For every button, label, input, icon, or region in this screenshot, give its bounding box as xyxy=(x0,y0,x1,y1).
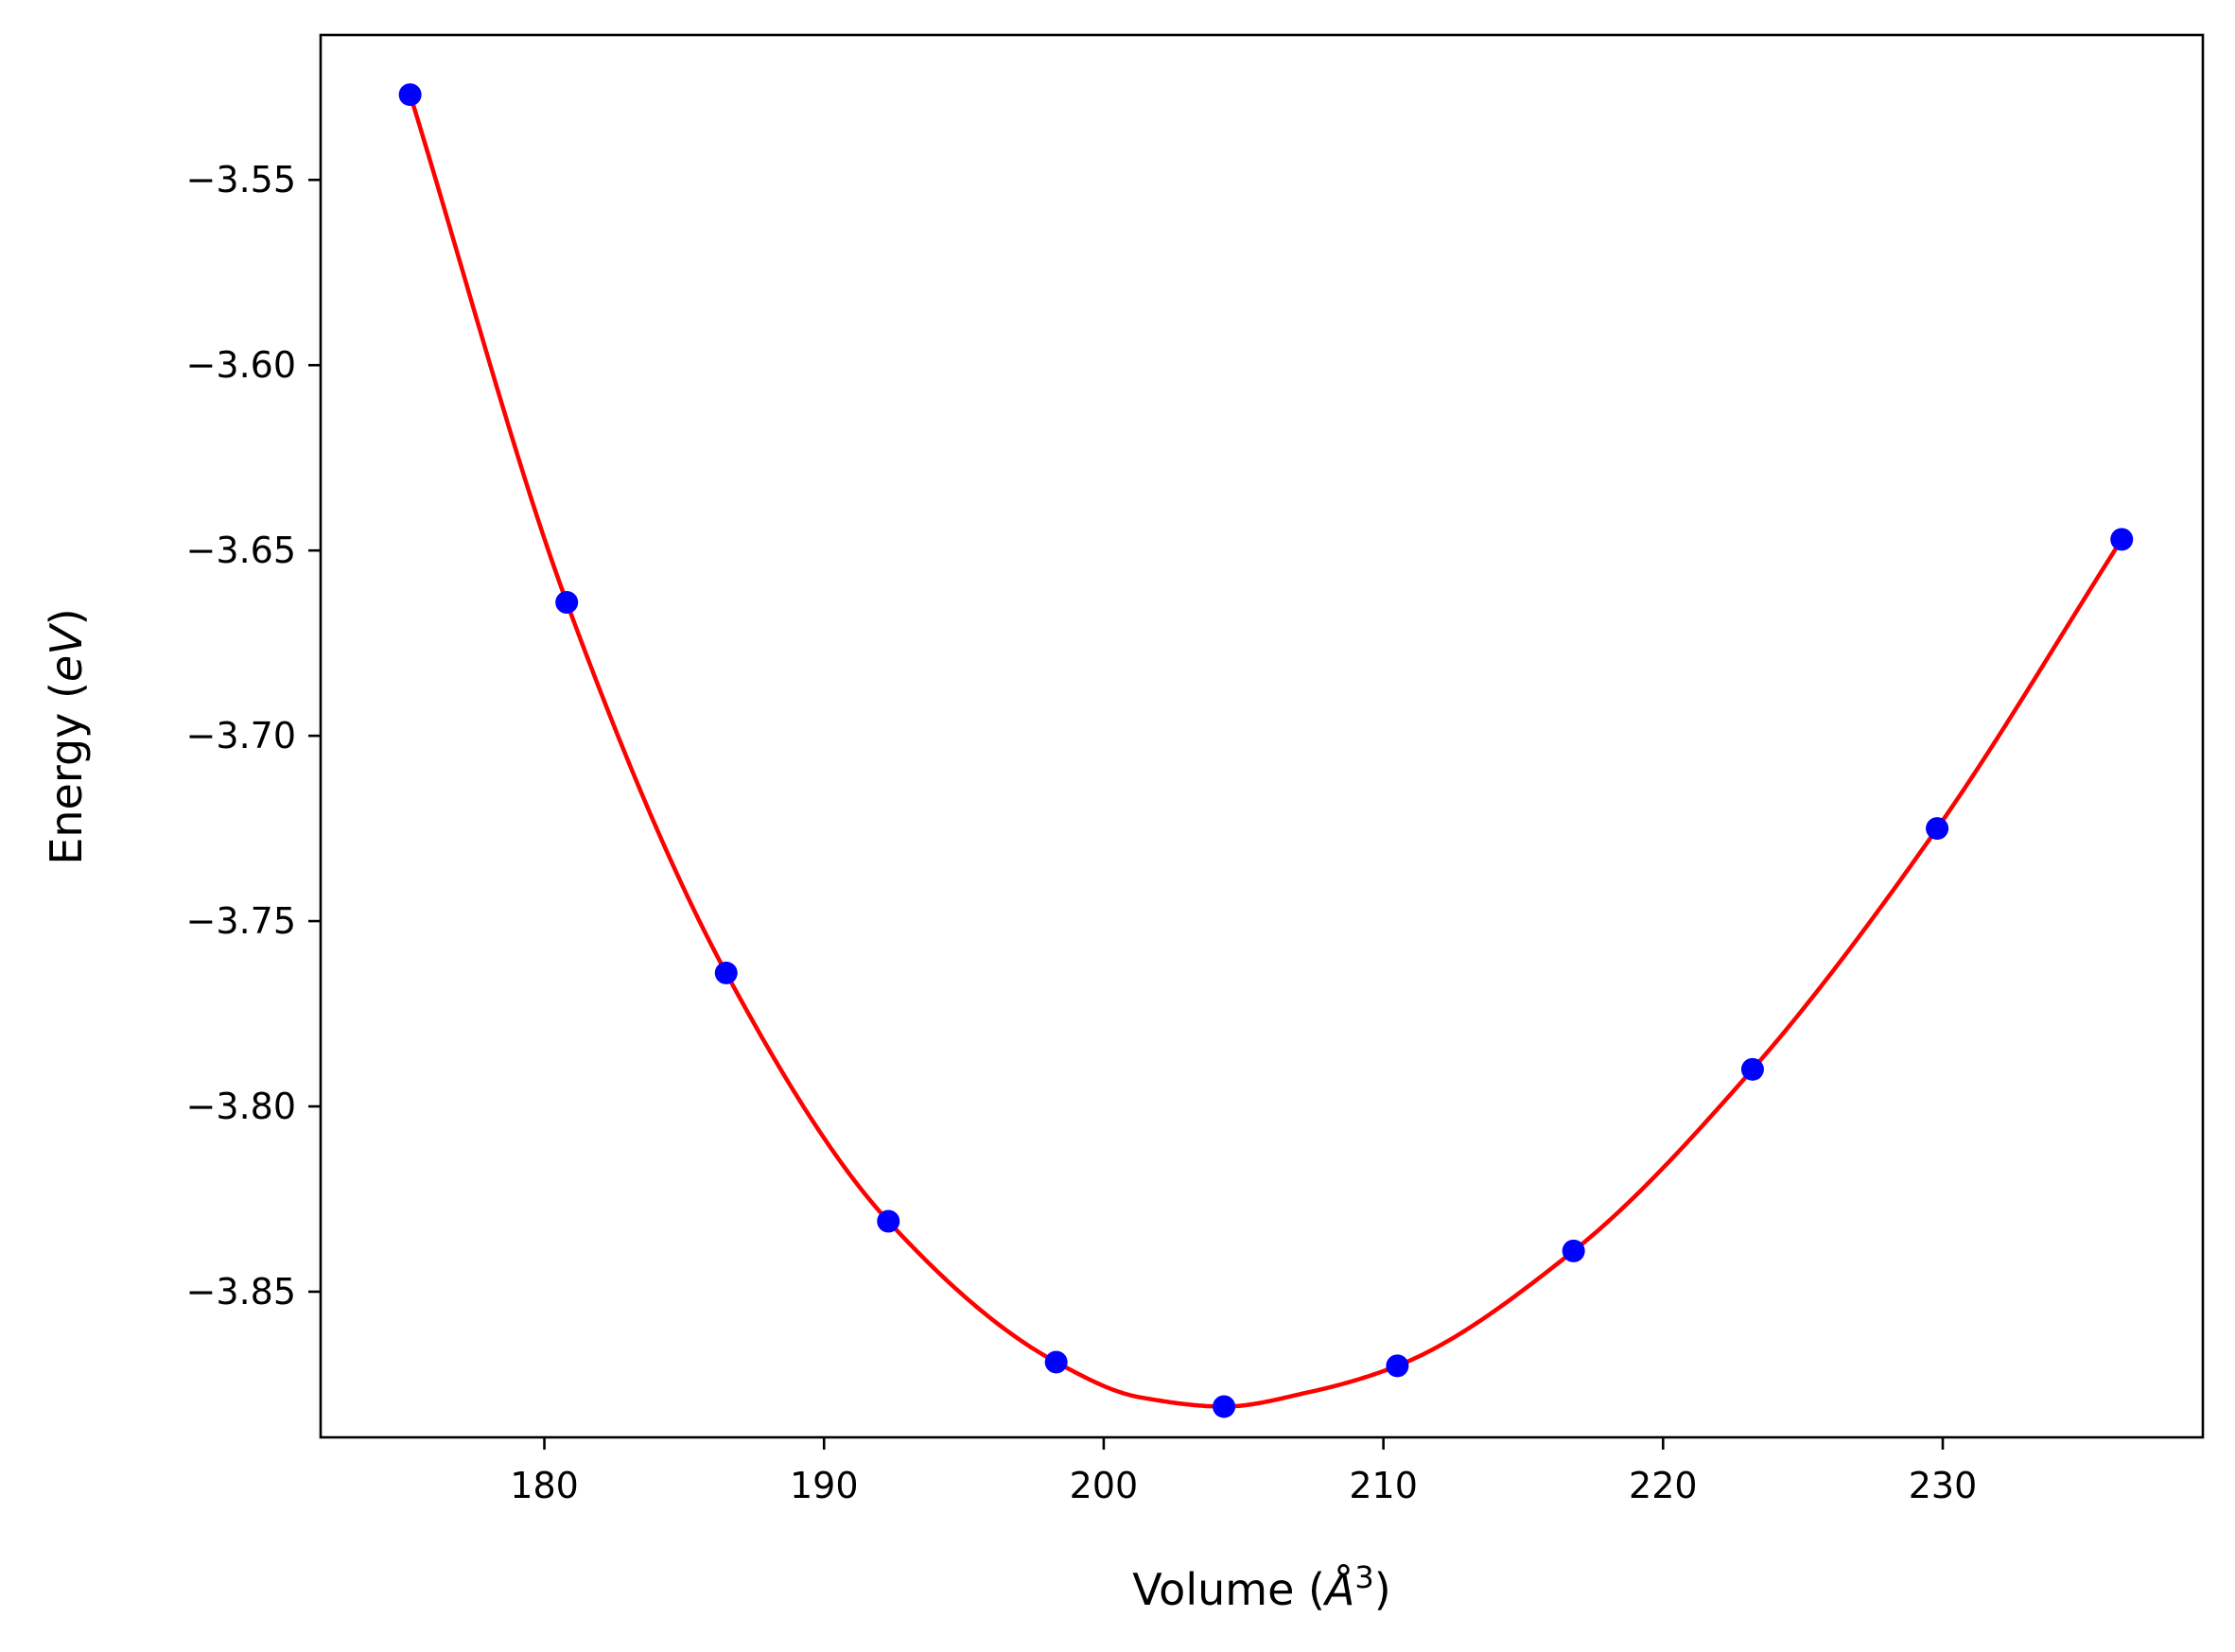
data-point xyxy=(2110,528,2134,551)
data-point xyxy=(1562,1239,1585,1262)
x-tick-label: 220 xyxy=(1629,1465,1698,1506)
y-tick-label: −3.75 xyxy=(186,900,296,942)
y-tick-label: −3.60 xyxy=(186,344,296,386)
y-axis-label: Energy (eV) xyxy=(41,608,92,864)
data-point xyxy=(398,83,422,107)
x-tick-label: 210 xyxy=(1349,1465,1418,1506)
data-point xyxy=(1213,1395,1236,1418)
data-point xyxy=(877,1209,900,1233)
x-tick-label: 230 xyxy=(1909,1465,1978,1506)
y-tick-label: −3.65 xyxy=(186,530,296,571)
data-point xyxy=(1740,1057,1764,1081)
data-point xyxy=(714,961,738,984)
x-tick-label: 180 xyxy=(510,1465,579,1506)
x-tick-label: 190 xyxy=(790,1465,859,1506)
y-tick-label: −3.85 xyxy=(186,1271,296,1313)
y-tick-label: −3.80 xyxy=(186,1086,296,1127)
data-point xyxy=(1926,817,1949,841)
data-point xyxy=(1044,1350,1068,1374)
y-tick-label: −3.55 xyxy=(186,159,296,200)
y-tick-label: −3.70 xyxy=(186,715,296,756)
x-tick-label: 200 xyxy=(1070,1465,1139,1506)
x-axis-label: Volume (Å3) xyxy=(1132,1559,1390,1615)
tick-layer: 180 190 200 210 220 230 −3.55 −3.60 −3.65 −3.70 −3… xyxy=(186,159,1978,1506)
data-point xyxy=(1386,1354,1409,1378)
plot-layer xyxy=(398,83,2134,1418)
data-point xyxy=(555,591,579,615)
